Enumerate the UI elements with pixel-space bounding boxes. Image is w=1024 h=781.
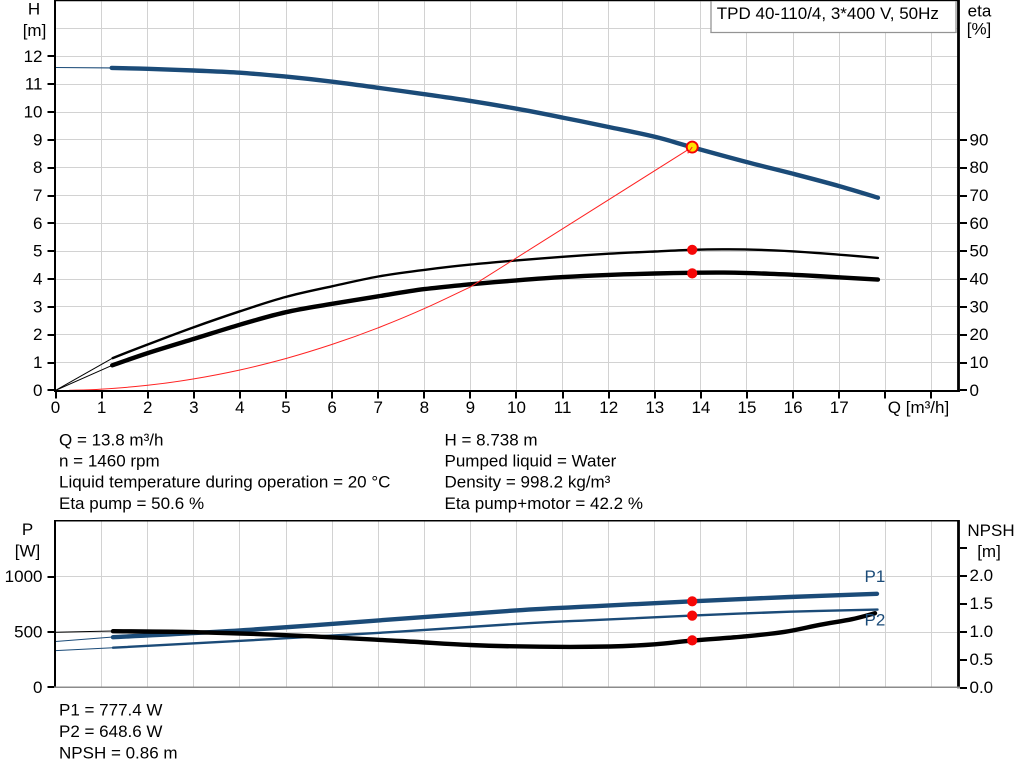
svg-text:H = 8.738 m: H = 8.738 m <box>445 430 538 449</box>
svg-text:Pumped liquid = Water: Pumped liquid = Water <box>445 452 617 471</box>
svg-text:[m]: [m] <box>23 21 47 40</box>
svg-text:P2: P2 <box>865 611 886 630</box>
svg-text:n = 1460 rpm: n = 1460 rpm <box>59 452 160 471</box>
svg-text:16: 16 <box>784 398 803 417</box>
svg-text:8: 8 <box>420 398 429 417</box>
svg-text:Q = 13.8 m³/h: Q = 13.8 m³/h <box>59 430 163 449</box>
svg-text:10: 10 <box>970 353 989 372</box>
svg-text:0.0: 0.0 <box>970 678 994 697</box>
svg-text:10: 10 <box>24 103 43 122</box>
svg-text:1: 1 <box>97 398 106 417</box>
svg-text:2: 2 <box>143 398 152 417</box>
svg-text:Density = 998.2 kg/m³: Density = 998.2 kg/m³ <box>445 473 611 492</box>
svg-text:0: 0 <box>33 678 42 697</box>
svg-text:9: 9 <box>466 398 475 417</box>
svg-text:P2 = 648.6 W: P2 = 648.6 W <box>59 722 162 741</box>
svg-text:Q [m³/h]: Q [m³/h] <box>888 398 949 417</box>
svg-text:12: 12 <box>24 47 43 66</box>
svg-text:5: 5 <box>33 242 42 261</box>
svg-text:9: 9 <box>33 130 42 149</box>
svg-text:0.5: 0.5 <box>970 650 994 669</box>
svg-text:NPSH: NPSH <box>967 521 1014 540</box>
svg-text:eta: eta <box>968 2 992 21</box>
svg-text:90: 90 <box>970 130 989 149</box>
svg-text:12: 12 <box>599 398 618 417</box>
svg-text:80: 80 <box>970 158 989 177</box>
svg-text:70: 70 <box>970 186 989 205</box>
svg-text:50: 50 <box>970 242 989 261</box>
svg-text:60: 60 <box>970 214 989 233</box>
svg-text:0: 0 <box>51 398 60 417</box>
svg-text:NPSH = 0.86 m: NPSH = 0.86 m <box>59 743 178 762</box>
svg-text:8: 8 <box>33 158 42 177</box>
svg-text:4: 4 <box>33 270 42 289</box>
svg-text:0: 0 <box>33 381 42 400</box>
svg-text:11: 11 <box>25 75 43 94</box>
svg-text:14: 14 <box>691 398 710 417</box>
svg-text:P1 = 777.4 W: P1 = 777.4 W <box>59 701 162 720</box>
svg-text:7: 7 <box>373 398 382 417</box>
svg-text:3: 3 <box>189 398 198 417</box>
svg-text:1: 1 <box>33 353 42 372</box>
svg-text:P1: P1 <box>865 567 886 586</box>
svg-text:1000: 1000 <box>5 567 43 586</box>
svg-text:[%]: [%] <box>967 20 992 39</box>
svg-text:Eta pump = 50.6 %: Eta pump = 50.6 % <box>59 494 204 513</box>
svg-text:3: 3 <box>33 297 42 316</box>
svg-text:6: 6 <box>33 214 42 233</box>
svg-text:1.5: 1.5 <box>970 594 994 613</box>
svg-text:2.0: 2.0 <box>970 566 994 585</box>
svg-text:40: 40 <box>970 270 989 289</box>
svg-text:Liquid temperature during oper: Liquid temperature during operation = 20… <box>59 473 390 492</box>
svg-text:30: 30 <box>970 297 989 316</box>
svg-text:Eta pump+motor = 42.2 %: Eta pump+motor = 42.2 % <box>445 494 643 513</box>
svg-text:2: 2 <box>33 325 42 344</box>
svg-text:7: 7 <box>33 186 42 205</box>
svg-text:15: 15 <box>738 398 757 417</box>
svg-text:10: 10 <box>507 398 526 417</box>
svg-text:11: 11 <box>554 398 572 417</box>
svg-text:5: 5 <box>281 398 290 417</box>
svg-text:6: 6 <box>327 398 336 417</box>
svg-text:P: P <box>22 520 33 539</box>
svg-text:17: 17 <box>830 398 849 417</box>
svg-text:TPD 40-110/4, 3*400 V, 50Hz: TPD 40-110/4, 3*400 V, 50Hz <box>717 4 939 23</box>
svg-text:H: H <box>28 0 40 19</box>
svg-text:4: 4 <box>235 398 244 417</box>
svg-text:500: 500 <box>14 623 42 642</box>
svg-text:13: 13 <box>645 398 664 417</box>
svg-text:[W]: [W] <box>15 542 41 561</box>
svg-text:1.0: 1.0 <box>970 622 994 641</box>
svg-text:0: 0 <box>970 381 979 400</box>
svg-text:[m]: [m] <box>977 542 1001 561</box>
svg-text:20: 20 <box>970 325 989 344</box>
